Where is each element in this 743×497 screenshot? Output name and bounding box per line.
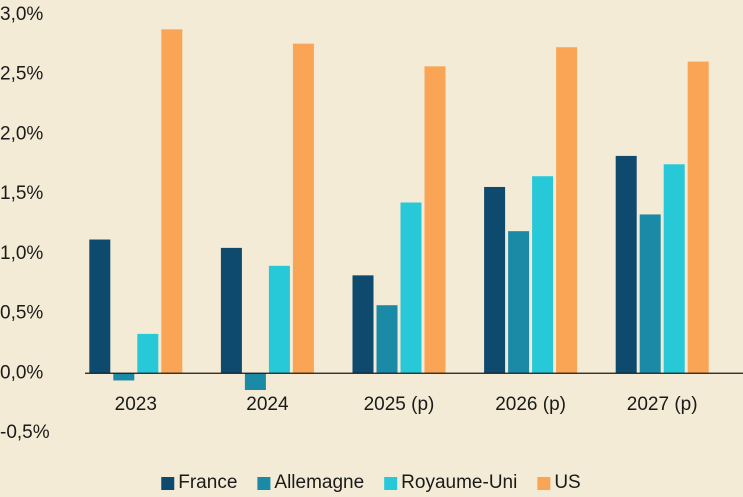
bar	[220, 247, 242, 374]
bar	[244, 373, 266, 391]
legend-label: Allemagne	[274, 472, 364, 493]
bar	[352, 275, 374, 374]
bar	[532, 176, 554, 374]
x-tick-label: 2024	[246, 394, 289, 415]
bar	[556, 47, 578, 374]
bar	[89, 239, 111, 374]
bar	[687, 61, 709, 374]
bar	[484, 186, 506, 374]
bar	[376, 305, 398, 374]
y-tick-label: 1,0%	[0, 243, 43, 264]
legend-swatch	[537, 477, 551, 490]
bar	[292, 43, 314, 374]
y-tick-label: 2,5%	[0, 64, 43, 85]
legend-label: Royaume-Uni	[401, 472, 517, 493]
bar	[400, 202, 422, 374]
legend-swatch	[384, 477, 398, 490]
legend-label: France	[178, 472, 237, 493]
bar	[268, 265, 290, 374]
y-tick-label: 1,5%	[0, 183, 43, 204]
bar	[615, 155, 637, 374]
bar	[663, 164, 685, 374]
bar	[508, 231, 530, 374]
y-tick-label: 3,0%	[0, 4, 43, 25]
x-tick-label: 2027 (p)	[627, 394, 698, 415]
bar	[137, 333, 159, 374]
legend-label: US	[554, 472, 580, 493]
y-tick-label: 0,5%	[0, 303, 43, 324]
bar	[113, 373, 135, 381]
y-tick-label: 2,0%	[0, 123, 43, 144]
y-tick-label: 0,0%	[0, 362, 43, 383]
bar	[639, 214, 661, 374]
legend-swatch	[161, 477, 175, 490]
bar	[161, 29, 183, 374]
legend-swatch	[257, 477, 271, 490]
y-tick-label: -0,5%	[0, 422, 50, 443]
x-tick-label: 2023	[115, 394, 157, 415]
x-tick-label: 2025 (p)	[364, 394, 435, 415]
bar	[424, 66, 446, 374]
x-tick-label: 2026 (p)	[495, 394, 566, 415]
